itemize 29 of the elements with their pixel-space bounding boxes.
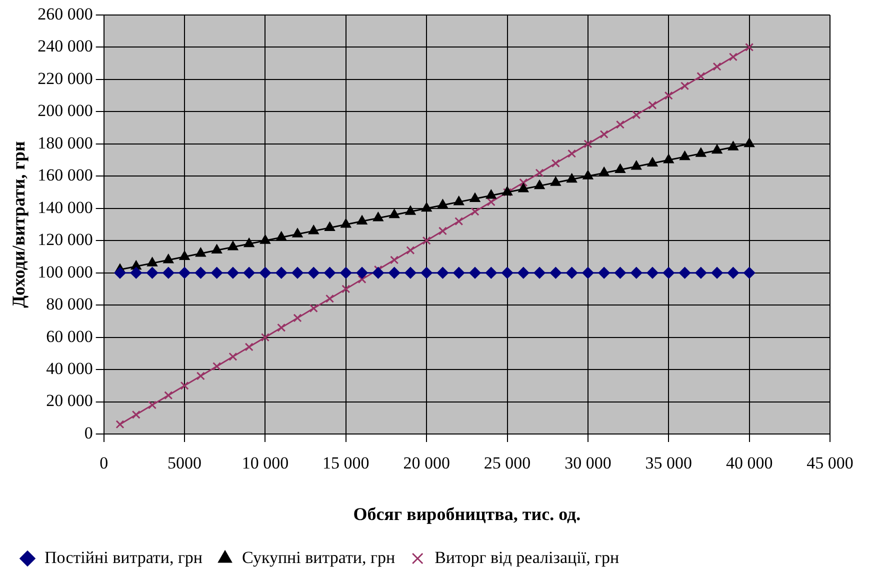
- y-tick-label: 40 000: [46, 359, 93, 378]
- x-tick-label: 45 000: [806, 454, 854, 473]
- y-tick-label: 20 000: [46, 391, 93, 410]
- y-tick-label: 60 000: [46, 326, 93, 346]
- y-tick-label: 160 000: [38, 166, 93, 185]
- legend-label: Виторг від реалізації, грн: [434, 548, 620, 567]
- legend-label: Сукупні витрати, грн: [242, 548, 396, 567]
- y-tick-label: 120 000: [38, 230, 93, 250]
- y-axis-title: Доходи/витрати, грн: [8, 141, 28, 308]
- y-tick-label: 0: [84, 423, 93, 442]
- y-tick-label: 200 000: [38, 101, 93, 120]
- x-tick-label: 35 000: [645, 454, 692, 473]
- x-tick-label: 20 000: [403, 454, 450, 473]
- x-tick-label: 15 000: [322, 454, 370, 473]
- x-tick-label: 10 000: [242, 454, 289, 473]
- x-tick-label: 30 000: [564, 454, 612, 473]
- y-tick-label: 180 000: [38, 133, 93, 152]
- y-tick-label: 140 000: [38, 198, 93, 217]
- y-tick-label: 260 000: [38, 4, 93, 24]
- x-tick-label: 40 000: [726, 454, 773, 473]
- x-tick-label: 25 000: [484, 454, 531, 473]
- y-tick-label: 220 000: [38, 68, 93, 88]
- y-tick-label: 100 000: [38, 262, 93, 282]
- y-tick-label: 80 000: [46, 294, 93, 314]
- x-tick-label: 0: [100, 454, 108, 473]
- x-tick-label: 5000: [168, 454, 202, 473]
- y-tick-label: 240 000: [38, 36, 93, 56]
- legend-label: Постійні витрати, грн: [44, 548, 203, 567]
- x-axis-title: Обсяг виробництва, тис. од.: [353, 504, 581, 524]
